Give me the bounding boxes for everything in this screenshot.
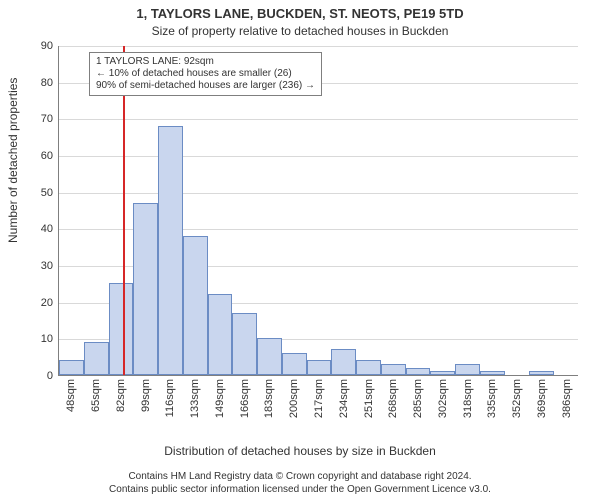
histogram-bar (282, 353, 307, 375)
footer-line: Contains HM Land Registry data © Crown c… (0, 471, 600, 484)
y-tick-label: 0 (47, 370, 53, 382)
x-tick-label: 318sqm (462, 379, 474, 418)
y-tick-label: 90 (41, 40, 53, 52)
x-tick-label: 352sqm (511, 379, 523, 418)
gridline (59, 193, 578, 194)
histogram-bar (331, 349, 356, 375)
x-tick-label: 116sqm (164, 379, 176, 417)
chart-title: 1, TAYLORS LANE, BUCKDEN, ST. NEOTS, PE1… (0, 6, 600, 21)
x-tick-label: 133sqm (189, 379, 201, 418)
x-tick-label: 302sqm (437, 379, 449, 418)
histogram-bar (406, 368, 431, 375)
histogram-bar (109, 283, 134, 375)
gridline (59, 119, 578, 120)
x-tick-label: 200sqm (288, 379, 300, 418)
histogram-bar (84, 342, 109, 375)
histogram-bar (480, 371, 505, 375)
property-size-histogram: 1, TAYLORS LANE, BUCKDEN, ST. NEOTS, PE1… (0, 0, 600, 500)
y-tick-label: 40 (41, 223, 53, 235)
x-tick-label: 285sqm (412, 379, 424, 418)
y-tick-label: 80 (41, 77, 53, 89)
y-tick-label: 30 (41, 260, 53, 272)
x-tick-label: 149sqm (214, 379, 226, 418)
histogram-bar (529, 371, 554, 375)
gridline (59, 46, 578, 47)
x-tick-label: 48sqm (65, 379, 77, 412)
x-tick-label: 268sqm (387, 379, 399, 418)
histogram-bar (208, 294, 233, 375)
histogram-bar (133, 203, 158, 375)
histogram-bar (183, 236, 208, 375)
histogram-bar (307, 360, 332, 375)
gridline (59, 156, 578, 157)
x-tick-label: 82sqm (115, 379, 127, 412)
y-tick-label: 20 (41, 297, 53, 309)
x-tick-label: 166sqm (239, 379, 251, 418)
annotation-line: 90% of semi-detached houses are larger (… (96, 80, 315, 92)
y-tick-label: 70 (41, 113, 53, 125)
annotation-line: 1 TAYLORS LANE: 92sqm (96, 56, 315, 68)
y-tick-label: 60 (41, 150, 53, 162)
chart-subtitle: Size of property relative to detached ho… (0, 24, 600, 38)
y-axis-label: Number of detached properties (6, 78, 20, 243)
histogram-bar (455, 364, 480, 375)
footer-line: Contains public sector information licen… (0, 484, 600, 497)
x-tick-label: 369sqm (536, 379, 548, 418)
histogram-bar (257, 338, 282, 375)
y-tick-label: 50 (41, 187, 53, 199)
x-tick-label: 251sqm (363, 379, 375, 418)
chart-footer: Contains HM Land Registry data © Crown c… (0, 471, 600, 496)
x-tick-label: 99sqm (140, 379, 152, 412)
x-tick-label: 335sqm (486, 379, 498, 418)
x-axis-label: Distribution of detached houses by size … (0, 444, 600, 458)
x-tick-label: 183sqm (263, 379, 275, 418)
histogram-bar (59, 360, 84, 375)
x-tick-label: 386sqm (561, 379, 573, 418)
annotation-line: ← 10% of detached houses are smaller (26… (96, 68, 315, 80)
histogram-bar (381, 364, 406, 375)
x-tick-label: 234sqm (338, 379, 350, 418)
histogram-bar (430, 371, 455, 375)
annotation-box: 1 TAYLORS LANE: 92sqm ← 10% of detached … (89, 52, 322, 96)
histogram-bar (356, 360, 381, 375)
y-tick-label: 10 (41, 333, 53, 345)
histogram-bar (232, 313, 257, 375)
x-tick-label: 217sqm (313, 379, 325, 418)
histogram-bar (158, 126, 183, 375)
x-tick-label: 65sqm (90, 379, 102, 412)
plot-area: 010203040506070809048sqm65sqm82sqm99sqm1… (58, 46, 578, 376)
